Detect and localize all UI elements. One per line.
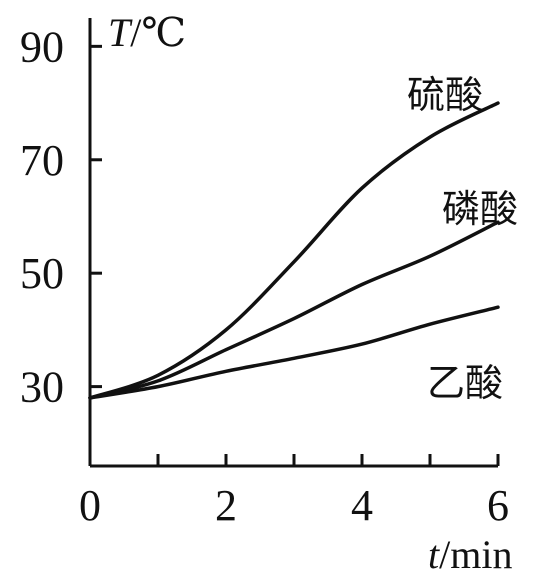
series-line (88, 101, 500, 400)
series-line (88, 220, 500, 400)
y-tick-label: 30 (20, 363, 64, 412)
x-tick-label: 0 (79, 481, 101, 530)
series-label: 磷酸 (442, 187, 518, 231)
x-axis-ticks: 0 2 4 6 (79, 454, 509, 530)
y-axis-title-var: T (108, 10, 133, 55)
x-tick-label: 2 (215, 481, 237, 530)
y-axis-title-unit: /℃ (130, 10, 186, 55)
y-axis-title: T/℃ (108, 10, 186, 55)
series-line (88, 305, 500, 400)
y-tick-label: 70 (20, 136, 64, 185)
series-label: 硫酸 (407, 73, 483, 117)
series-label: 乙酸 (427, 361, 503, 405)
y-tick-label: 90 (20, 22, 64, 71)
series-curves (88, 101, 500, 400)
y-tick-label: 50 (20, 249, 64, 298)
x-axis-title-var: t (428, 532, 440, 577)
x-axis-title: t/min (428, 532, 512, 577)
x-axis-title-unit: /min (439, 532, 512, 577)
x-tick-label: 6 (487, 481, 509, 530)
x-tick-label: 4 (351, 481, 373, 530)
y-axis-ticks: 30 50 70 90 (20, 22, 102, 412)
